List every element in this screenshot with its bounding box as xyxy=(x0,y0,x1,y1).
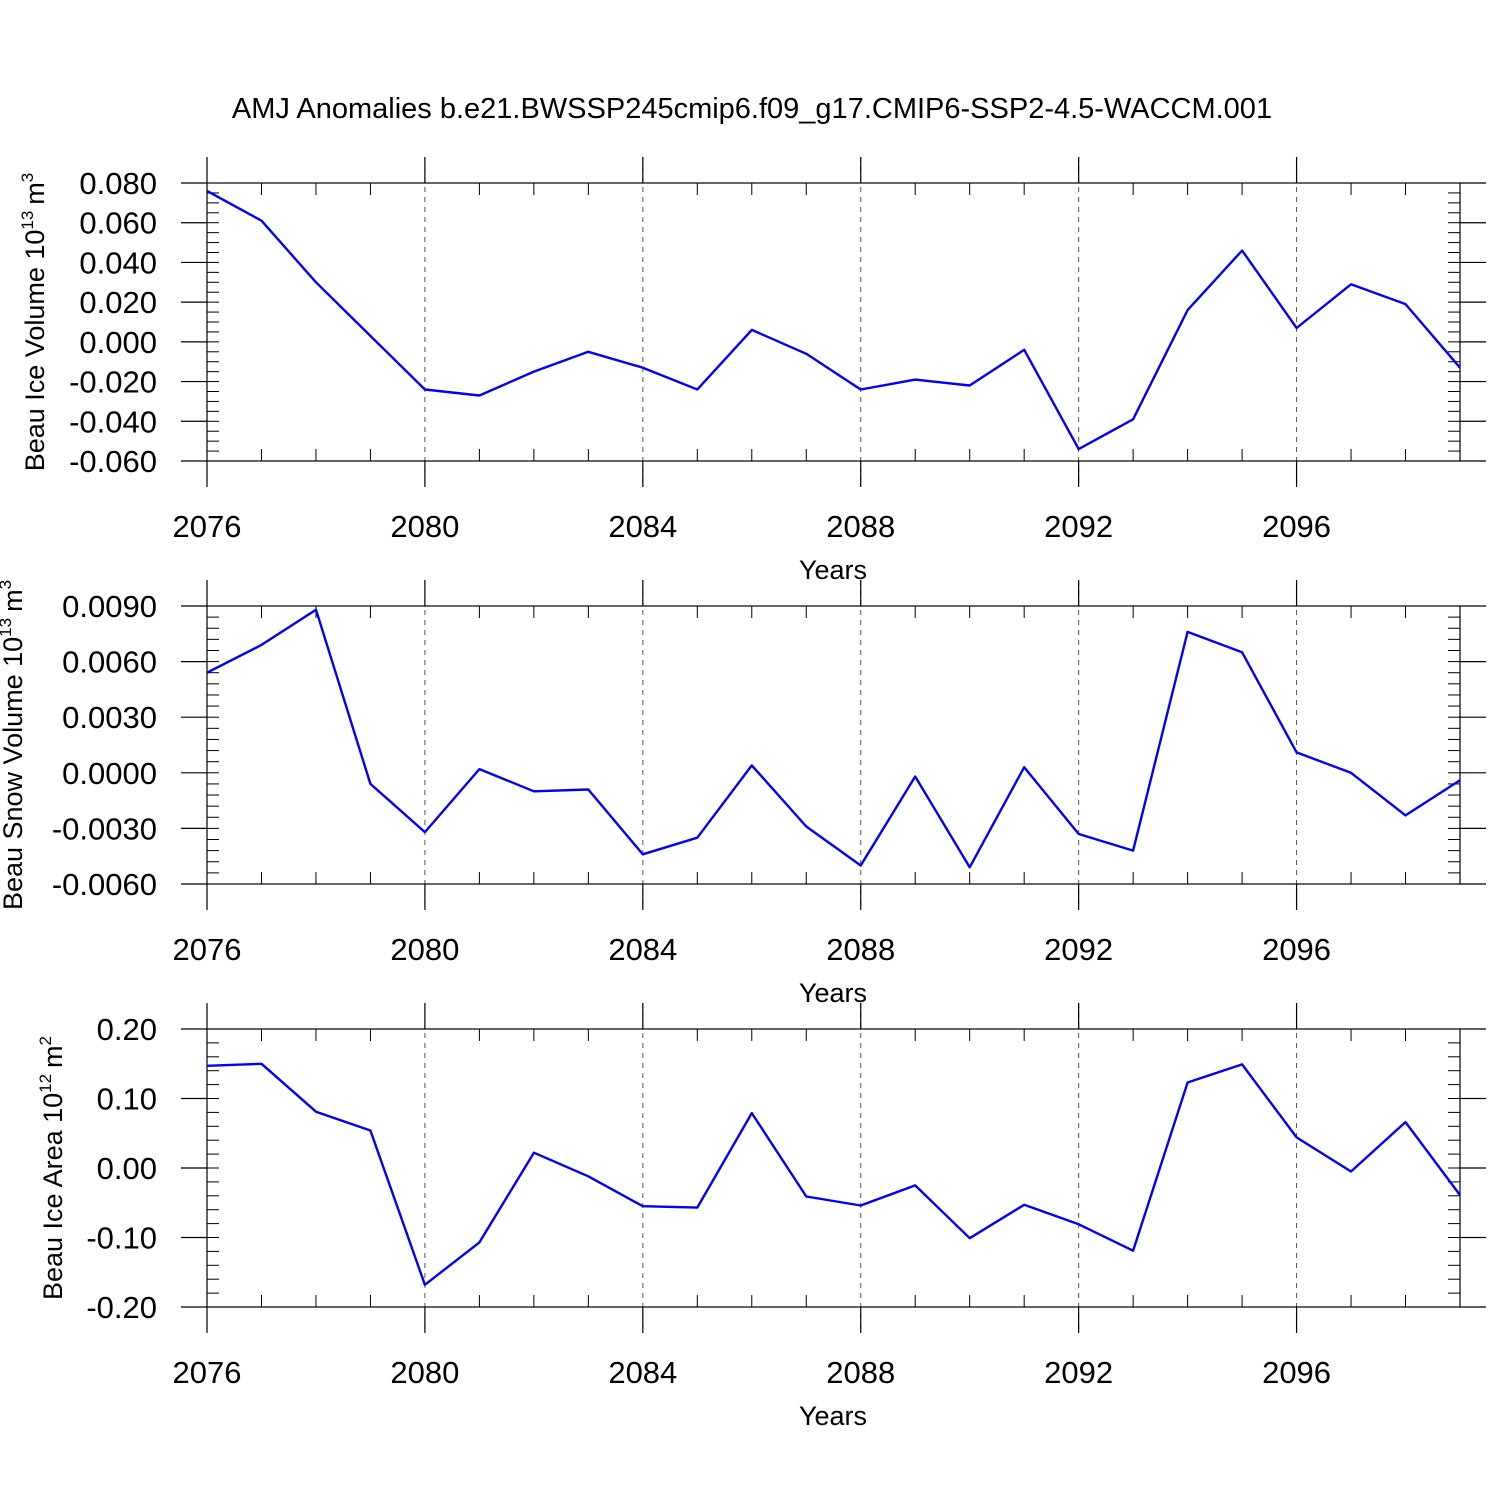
x-tick-label: 2084 xyxy=(608,932,677,967)
x-tick-label: 2080 xyxy=(390,509,459,544)
y-tick-label: 0.060 xyxy=(79,206,157,241)
y-tick-label: -0.10 xyxy=(86,1221,157,1256)
data-series-line xyxy=(206,1062,1461,1287)
x-axis-label: Years xyxy=(799,978,867,1008)
x-tick-label: 2092 xyxy=(1044,509,1113,544)
x-tick-label: 2084 xyxy=(608,509,677,544)
x-tick-label: 2084 xyxy=(608,1355,677,1390)
x-tick-label: 2080 xyxy=(390,1355,459,1390)
y-axis-label-unit-exponent: 2 xyxy=(36,1036,55,1045)
y-axis-label-main: Beau Snow Volume 10 xyxy=(0,637,28,910)
chart-panel-3: 2076 2080 2084 2088 2092 2096 0.20 0.10 0.00 -0.1… xyxy=(36,1003,1486,1431)
panels: 2076 2080 2084 2088 2092 2096 0.080 0.060 0.040 0… xyxy=(0,157,1486,1431)
plot-frame xyxy=(206,605,1461,885)
x-tick-label: 2092 xyxy=(1044,932,1113,967)
y-tick-label: -0.040 xyxy=(69,404,157,439)
y-tick-label: -0.0060 xyxy=(52,867,157,902)
x-tick-label: 2096 xyxy=(1262,509,1331,544)
plot-frame xyxy=(206,182,1461,462)
x-tick-label: 2076 xyxy=(173,932,242,967)
data-series-line xyxy=(206,189,1461,451)
x-tick-label: 2092 xyxy=(1044,1355,1113,1390)
y-tick-label: 0.0060 xyxy=(62,645,157,680)
y-tick-label: -0.060 xyxy=(69,444,157,479)
x-tick-label: 2088 xyxy=(826,1355,895,1390)
y-tick-label: 0.0030 xyxy=(62,700,157,735)
plot-frame xyxy=(206,1028,1461,1308)
x-axis-label: Years xyxy=(799,555,867,585)
x-tick-label: 2080 xyxy=(390,932,459,967)
y-axis-label-exponent: 13 xyxy=(0,618,15,637)
x-tick-label: 2096 xyxy=(1262,1355,1331,1390)
y-tick-label: 0.080 xyxy=(79,166,157,201)
y-tick-label: 0.000 xyxy=(79,325,157,360)
x-tick-label: 2076 xyxy=(173,509,242,544)
chart-panel-1: 2076 2080 2084 2088 2092 2096 0.080 0.060 0.040 0… xyxy=(18,157,1486,585)
y-axis-label: Beau Snow Volume 1013 m3 xyxy=(0,580,28,910)
y-axis-label-unit: m xyxy=(0,589,28,612)
y-tick-label: 0.040 xyxy=(79,245,157,280)
y-tick-label: 0.0090 xyxy=(62,589,157,624)
y-tick-label: 0.00 xyxy=(97,1151,157,1186)
y-axis-label-main: Beau Ice Volume 10 xyxy=(20,230,50,472)
y-axis-label-main: Beau Ice Area 10 xyxy=(38,1093,68,1300)
data-series-line xyxy=(206,608,1461,869)
y-axis-label-unit-exponent: 3 xyxy=(18,173,37,182)
y-axis-label-unit: m xyxy=(20,182,50,205)
x-tick-label: 2076 xyxy=(173,1355,242,1390)
x-tick-label: 2088 xyxy=(826,932,895,967)
y-tick-label: -0.20 xyxy=(86,1290,157,1325)
chart-panel-2: 2076 2080 2084 2088 2092 2096 0.0090 0.0060 0.00… xyxy=(0,580,1486,1008)
y-tick-label: -0.0030 xyxy=(52,811,157,846)
y-axis-label-exponent: 12 xyxy=(36,1074,55,1093)
y-axis-label: Beau Ice Area 1012 m2 xyxy=(36,1036,68,1300)
y-axis-label-unit-exponent: 3 xyxy=(0,580,15,589)
y-tick-label: 0.10 xyxy=(97,1082,157,1117)
chart-title: AMJ Anomalies b.e21.BWSSP245cmip6.f09_g1… xyxy=(232,93,1272,125)
y-tick-label: -0.020 xyxy=(69,365,157,400)
y-tick-label: 0.0000 xyxy=(62,756,157,791)
x-axis-label: Years xyxy=(799,1401,867,1431)
y-tick-label: 0.20 xyxy=(97,1012,157,1047)
y-axis-label-exponent: 13 xyxy=(18,211,37,230)
y-axis-label: Beau Ice Volume 1013 m3 xyxy=(18,173,50,472)
x-tick-label: 2088 xyxy=(826,509,895,544)
y-tick-label: 0.020 xyxy=(79,285,157,320)
y-axis-label-unit: m xyxy=(38,1045,68,1068)
x-tick-label: 2096 xyxy=(1262,932,1331,967)
